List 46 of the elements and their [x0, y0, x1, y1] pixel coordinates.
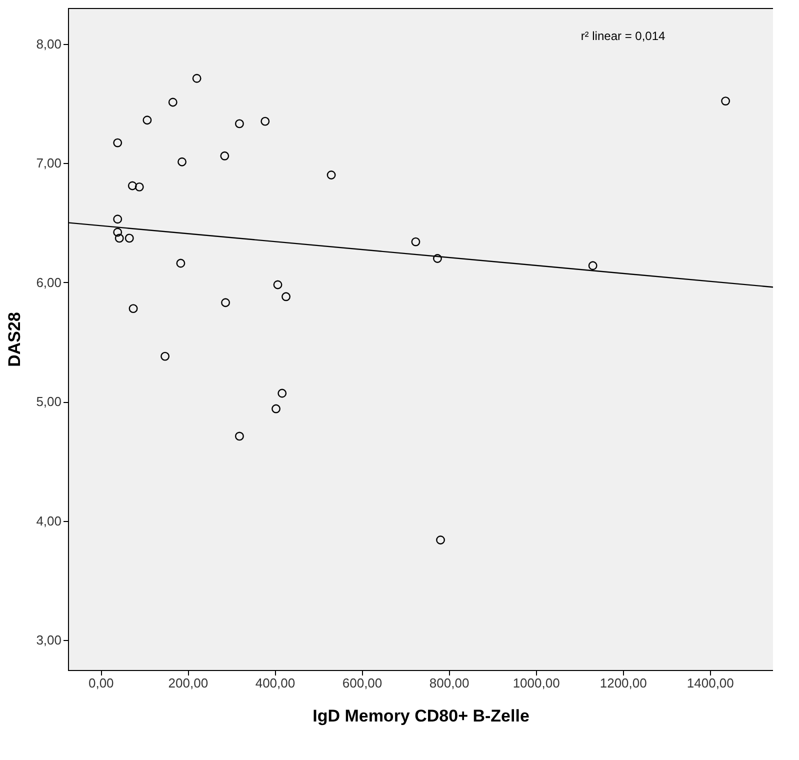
- y-tick-label: 6,00: [36, 274, 62, 290]
- point: [124, 234, 134, 243]
- x-tick-label: 600,00: [342, 676, 382, 690]
- point: [278, 388, 287, 398]
- x-tick-label: 400,00: [255, 676, 296, 690]
- x-tick-label: 0,00: [88, 676, 114, 690]
- x-tick-label: 200,00: [168, 676, 208, 690]
- x-tick-label: 1400,00: [686, 676, 734, 690]
- point: [282, 292, 290, 302]
- y-tick-label: 5,00: [36, 394, 62, 410]
- y-axis-title: DAS28: [5, 312, 24, 367]
- point: [273, 280, 282, 290]
- point: [128, 181, 137, 190]
- point: [272, 404, 280, 414]
- point: [113, 138, 122, 148]
- point: [588, 261, 598, 270]
- point: [128, 304, 138, 314]
- x-axis-title: IgD Memory CD80+ B-Zelle: [312, 706, 530, 726]
- point: [326, 170, 336, 180]
- point: [113, 228, 122, 237]
- x-tick-label: 1000,00: [512, 676, 560, 690]
- y-tick-label: 4,00: [36, 513, 62, 528]
- y-tick-label: 3,00: [36, 632, 62, 648]
- y-tick-label: 7,00: [36, 156, 62, 171]
- point: [234, 432, 244, 441]
- point: [192, 74, 202, 83]
- point: [721, 96, 730, 106]
- x-tick-label: 1200,00: [600, 676, 647, 690]
- point: [178, 157, 186, 166]
- point: [221, 298, 230, 308]
- point: [160, 352, 170, 361]
- point: [114, 234, 124, 243]
- point: [168, 98, 178, 107]
- x-tick-label: 800,00: [429, 676, 470, 690]
- point: [142, 116, 152, 125]
- point: [220, 151, 230, 160]
- point: [260, 116, 270, 126]
- point: [433, 254, 442, 263]
- annotation: r² linear = 0,014: [580, 29, 666, 43]
- point: [134, 182, 144, 192]
- point: [176, 258, 186, 268]
- point: [234, 119, 244, 128]
- point: [411, 237, 420, 246]
- point: [436, 536, 445, 544]
- y-tick-label: 8,00: [36, 36, 62, 52]
- point: [113, 214, 122, 224]
